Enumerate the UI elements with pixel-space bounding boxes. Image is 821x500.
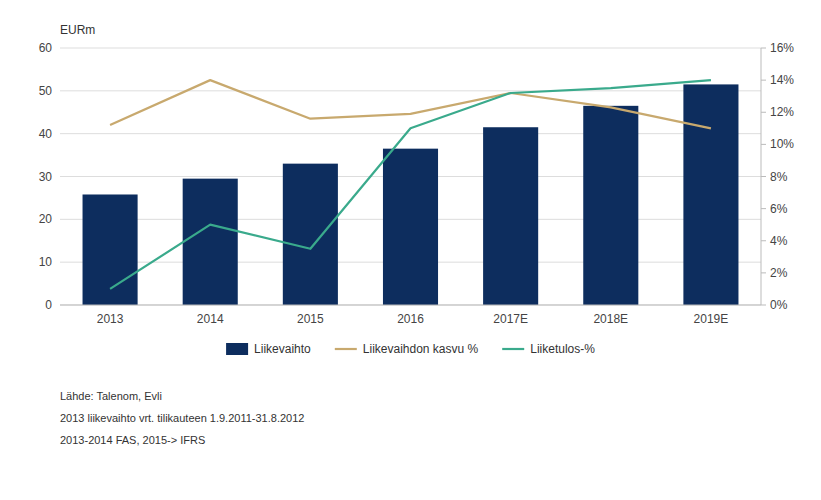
y-tick-label: 20	[39, 212, 53, 226]
legend-swatch	[335, 348, 357, 350]
bar	[383, 149, 438, 305]
y2-tick	[761, 176, 766, 177]
y2-tick-label: 14%	[770, 73, 794, 87]
y2-tick	[761, 112, 766, 113]
bar	[583, 106, 638, 305]
y2-tick-label: 6%	[770, 202, 788, 216]
y2-tick-label: 8%	[770, 170, 788, 184]
y2-tick	[761, 240, 766, 241]
y2-tick-label: 12%	[770, 105, 794, 119]
y-axis-label: EURm	[60, 23, 95, 37]
footnote: 2013 liikevaihto vrt. tilikauteen 1.9.20…	[60, 412, 304, 424]
line	[110, 80, 711, 289]
y2-tick	[761, 208, 766, 209]
x-tick-label: 2016	[397, 312, 424, 326]
legend-label: Liiketulos-%	[530, 342, 595, 356]
y-tick-label: 0	[45, 298, 52, 312]
chart: 0 10 20 30 40 50 60 0% 2% 4% 6% 8% 10% 12% 14% 16% EURm 2…	[0, 0, 821, 500]
bar	[683, 84, 738, 305]
y2-tick	[761, 305, 766, 306]
legend-swatch	[502, 348, 524, 350]
x-axis-line	[60, 305, 761, 306]
y-tick-label: 10	[39, 255, 53, 269]
footnote: 2013-2014 FAS, 2015-> IFRS	[60, 434, 205, 446]
legend-item: Liiketulos-%	[502, 342, 595, 356]
y2-tick-label: 4%	[770, 234, 788, 248]
legend-swatch	[226, 343, 248, 355]
y-tick-label: 30	[39, 170, 53, 184]
bar	[483, 127, 538, 305]
x-tick-label: 2015	[297, 312, 324, 326]
bar	[183, 179, 238, 305]
y2-tick	[761, 80, 766, 81]
y2-tick-label: 2%	[770, 266, 788, 280]
marks	[83, 80, 739, 305]
legend: Liikevaihto Liikevaihdon kasvu % Liiketulo…	[226, 342, 595, 356]
y-tick-label: 50	[39, 84, 53, 98]
legend-item: Liikevaihdon kasvu %	[335, 342, 479, 356]
grid-line	[60, 48, 761, 49]
y-tick-label: 60	[39, 41, 53, 55]
y2-tick	[761, 144, 766, 145]
x-tick-label: 2018E	[593, 312, 628, 326]
x-tick-label: 2017E	[493, 312, 528, 326]
bar	[283, 164, 338, 305]
legend-label: Liikevaihto	[254, 342, 311, 356]
legend-item: Liikevaihto	[226, 342, 311, 356]
legend-label: Liikevaihdon kasvu %	[363, 342, 479, 356]
y2-tick-label: 10%	[770, 137, 794, 151]
footnote: Lähde: Talenom, Evli	[60, 390, 162, 402]
x-tick-label: 2014	[197, 312, 224, 326]
grid-line	[60, 305, 761, 306]
y2-tick-label: 0%	[770, 298, 788, 312]
x-tick-label: 2013	[97, 312, 124, 326]
y2-tick-label: 16%	[770, 41, 794, 55]
y2-tick	[761, 48, 766, 49]
grid	[60, 48, 761, 305]
grid-line	[60, 133, 761, 134]
y2-tick	[761, 272, 766, 273]
x-tick-label: 2019E	[694, 312, 729, 326]
y-tick-label: 40	[39, 127, 53, 141]
grid-line	[60, 90, 761, 91]
